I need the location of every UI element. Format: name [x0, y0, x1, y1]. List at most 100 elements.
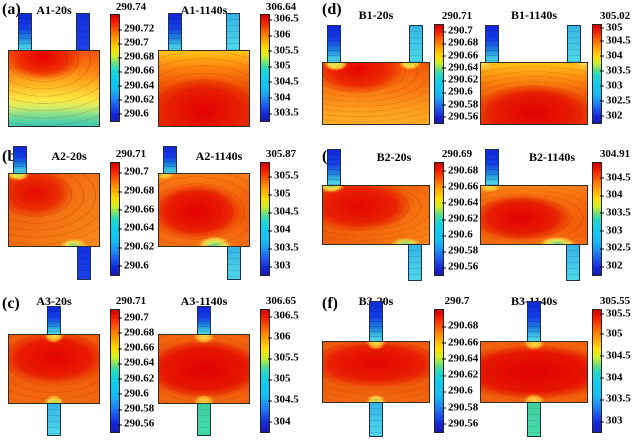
colorbar-tick-label: 290.66	[117, 203, 155, 216]
cell-tab-top-left	[163, 146, 177, 174]
colorbar-tick-label: 304	[600, 49, 623, 62]
plot-title: A3-1140s	[180, 294, 228, 308]
colorbar-tick-label: 290.62	[117, 240, 155, 253]
plot-title: A1-1140s	[180, 3, 228, 17]
colorbar-tick-label: 302.5	[600, 241, 631, 254]
cell-tab-top-center	[47, 306, 61, 335]
colorbar: 290.71 290.7 290.68 290.66 290.64 290.62 290.…	[102, 294, 160, 440]
contour-plot-body	[8, 173, 100, 247]
colorbar-tick-label: 304.5	[268, 393, 299, 406]
colorbar-max-label: 290.71	[441, 10, 473, 22]
colorbar-gradient: 305.5 305 304.5 304 303.5 303	[592, 308, 631, 433]
colorbar-gradient: 290.68 290.66 290.64 290.62 290.6 290.58 290.5…	[434, 162, 478, 276]
colorbar-tick-label: 303	[600, 414, 623, 427]
colorbar-tick-label: 306	[268, 330, 291, 343]
colorbar: 290.71 290.7 290.68 290.66 290.64 290.62 290.…	[432, 0, 482, 147]
cell-tab-bottom-right	[408, 244, 422, 281]
colorbar-tick-label: 290.58	[441, 401, 479, 414]
colorbar-tick-label: 290.58	[441, 98, 479, 111]
colorbar-tick-label: 290.6	[442, 228, 473, 241]
cell-tab-bottom-center	[197, 403, 211, 436]
colorbar-tick-label: 303	[600, 224, 623, 237]
colorbar-tick-label: 305.5	[268, 169, 299, 182]
colorbar-tick-label: 290.56	[441, 260, 479, 273]
colorbar-tick-label: 290.66	[441, 49, 479, 62]
colorbar-tick-label: 303.5	[600, 64, 631, 77]
colorbar-tick-label: 290.68	[441, 164, 479, 177]
colorbar-tick-label: 290.58	[441, 244, 479, 257]
colorbar-tick-label: 290.62	[117, 372, 155, 385]
colorbar-tick-label: 305	[600, 327, 623, 340]
colorbar-max-label: 306.65	[265, 295, 297, 307]
colorbar-tick-label: 306.5	[268, 12, 299, 25]
colorbar-tick-label: 305.5	[268, 351, 299, 364]
cell-tab-bottom-center	[527, 402, 541, 437]
colorbar-tick-label: 302	[600, 259, 623, 272]
colorbar-tick-label: 290.64	[441, 196, 479, 209]
colorbar-tick-label: 303.5	[268, 106, 299, 119]
cell-tab-bottom-right	[566, 244, 580, 281]
colorbar-tick-label: 290.7	[118, 36, 149, 49]
colorbar-tick-label: 304.5	[600, 34, 631, 47]
colorbar-tick-label: 304	[268, 415, 291, 427]
colorbar-tick-label: 290.62	[441, 212, 479, 225]
panel-label: (a)	[2, 1, 21, 18]
cell-tab-bottom-center	[369, 402, 383, 437]
colorbar: 290.74 290.72 290.7 290.68 290.66 290.64 290.…	[102, 0, 160, 147]
colorbar-tick-label: 303.5	[600, 392, 631, 405]
plot-title: B2-1140s	[528, 150, 575, 164]
colorbar-tick-label: 290.64	[441, 61, 479, 74]
contour-plot-body	[158, 173, 250, 247]
colorbar-tick-label: 305.5	[268, 44, 299, 57]
contour-plot-body	[158, 50, 250, 127]
contour-plot-body	[322, 341, 430, 403]
colorbar: 290.7 290.68 290.66 290.64 290.62 290.6 290.5…	[432, 294, 482, 440]
cell-tab-top-center	[197, 306, 211, 335]
colorbar-tick-label: 290.62	[441, 368, 479, 381]
colorbar-tick-label: 290.68	[117, 50, 155, 63]
colorbar-tick-label: 302	[600, 109, 623, 122]
colorbar-tick-label: 304.5	[600, 349, 631, 362]
plot-title: A1-20s	[36, 3, 72, 17]
colorbar-tick-label: 290.62	[441, 73, 479, 86]
colorbar-tick-label: 290.56	[441, 417, 479, 430]
panel-d: (d) B1-20s 290.71 290.7 290.68 290.66 290.6…	[320, 0, 640, 147]
colorbar-max-label: 305.87	[265, 148, 297, 160]
colorbar-max-label: 290.69	[441, 148, 473, 160]
colorbar-tick-label: 304	[268, 223, 291, 236]
colorbar: 305.02 305 304.5 304 303.5 303 302.5 302	[590, 0, 640, 147]
colorbar-tick-label: 290.56	[117, 417, 155, 430]
colorbar-gradient: 305 304.5 304 303.5 303 302.5 302	[592, 22, 631, 124]
colorbar-tick-label: 290.66	[117, 341, 155, 354]
colorbar-tick-label: 290.72	[117, 22, 155, 35]
plot-title: A3-20s	[36, 294, 72, 308]
cell-tab-top-left	[18, 13, 32, 51]
colorbar: 305.87 305.5 305 304.5 304 303.5 303	[252, 147, 310, 294]
colorbar-tick-label: 306	[268, 28, 291, 41]
colorbar-max-label: 306.64	[265, 1, 297, 13]
plot-unit-a3-1140s: A3-1140s 306.65 306.5 306 305.5 305 304.5 304	[152, 294, 320, 440]
colorbar-gradient: 290.7 290.68 290.66 290.64 290.62 290.6	[110, 162, 154, 276]
panel-b: (b) A2-20s 290.71 290.7 290.68 290.66 290.6…	[0, 146, 320, 294]
contour-plot-body	[480, 62, 588, 125]
panel-a: (a) A1-20s 290.74 290.72 290.7 290.68 290.6…	[0, 0, 320, 147]
colorbar-max-label: 290.7	[444, 295, 470, 307]
contour-plot-body	[480, 341, 588, 403]
colorbar-tick-label: 290.66	[117, 64, 155, 77]
colorbar-max-label: 305.02	[599, 10, 631, 22]
colorbar-tick-label: 304.5	[268, 75, 299, 88]
colorbar-tick-label: 290.7	[118, 311, 149, 324]
contour-plot-body	[322, 185, 430, 245]
colorbar-tick-label: 303	[268, 259, 291, 272]
colorbar-tick-label: 290.6	[118, 259, 149, 272]
plot-unit-a1-20s: A1-20s 290.74 290.72 290.7 290.68 290.66 290…	[2, 0, 154, 147]
cell-tab-top-right	[567, 25, 581, 63]
plot-title: B1-20s	[358, 8, 394, 22]
cell-tab-bottom-right	[227, 246, 241, 280]
contour-plot-body	[480, 185, 588, 245]
plot-unit-a2-20s: A2-20s 290.71 290.7 290.68 290.66 290.64 290…	[2, 146, 154, 294]
cell-tab-top-right	[76, 13, 90, 51]
colorbar-tick-label: 290.64	[441, 352, 479, 365]
colorbar-tick-label: 303.5	[600, 206, 631, 219]
colorbar-tick-label: 304.5	[600, 171, 631, 184]
